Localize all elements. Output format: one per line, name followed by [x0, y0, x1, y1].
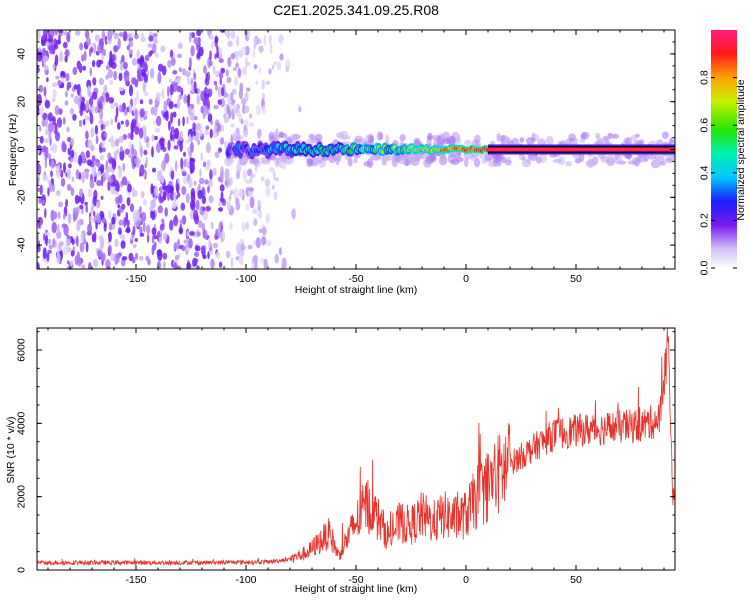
colorbar [711, 30, 737, 268]
colorbar-ticks: 0.0 0.2 0.4 0.6 0.8 [699, 70, 737, 275]
snr-x-tick-label: -150 [125, 574, 146, 586]
heatmap-x-axis-label: Height of straight line (km) [295, 284, 418, 296]
colorbar-tick-label: 0.2 [699, 213, 711, 228]
colorbar-tick-label: 0.8 [699, 70, 711, 85]
heatmap-y-axis-label: Frequency (Hz) [7, 114, 19, 186]
heatmap-x-tick-label: 50 [570, 273, 582, 285]
snr-line [37, 328, 675, 567]
colorbar-tick-label: 0.0 [699, 261, 711, 276]
colorbar-tick-label: 0.4 [699, 165, 711, 180]
snr-y-tick-label: 4000 [16, 411, 28, 435]
heatmap-y-tick-label: 0 [16, 146, 28, 152]
heatmap-y-tick-label: -20 [16, 190, 28, 205]
snr-y-tick-label: 6000 [16, 338, 28, 362]
heatmap-x-tick-label: -100 [235, 273, 256, 285]
heatmap-x-tick-label: -150 [125, 273, 146, 285]
heatmap-y-tick-label: 20 [16, 96, 28, 108]
spectrogram-heatmap [37, 30, 675, 269]
snr-y-tick-label: 2000 [16, 485, 28, 509]
snr-frame [36, 327, 676, 571]
snr-series-line [37, 328, 675, 567]
heatmap-y-tick-label: -40 [16, 237, 28, 252]
snr-axes: -150 -100 -50 0 50 0 2000 4000 6000 [16, 328, 675, 586]
snr-x-tick-label: 0 [463, 574, 469, 586]
snr-x-tick-label: -100 [235, 574, 256, 586]
heatmap-axes: -150 -100 -50 0 50 -40 -20 0 20 40 [16, 29, 675, 285]
snr-x-tick-label: 50 [570, 574, 582, 586]
snr-y-tick-label: 0 [16, 567, 28, 573]
heatmap-x-tick-label: 0 [463, 273, 469, 285]
chart-title: C2E1.2025.341.09.25.R08 [273, 2, 439, 18]
snr-x-tick-label: -50 [348, 574, 363, 586]
colorbar-label: Normalized spectral amplitude [735, 79, 747, 220]
heatmap-x-tick-label: -50 [348, 273, 363, 285]
snr-y-axis-label: SNR (10 * v/v) [5, 416, 17, 483]
snr-x-axis-label: Height of straight line (km) [295, 583, 418, 595]
heatmap-y-tick-label: 40 [16, 48, 28, 60]
colorbar-tick-label: 0.6 [699, 118, 711, 133]
